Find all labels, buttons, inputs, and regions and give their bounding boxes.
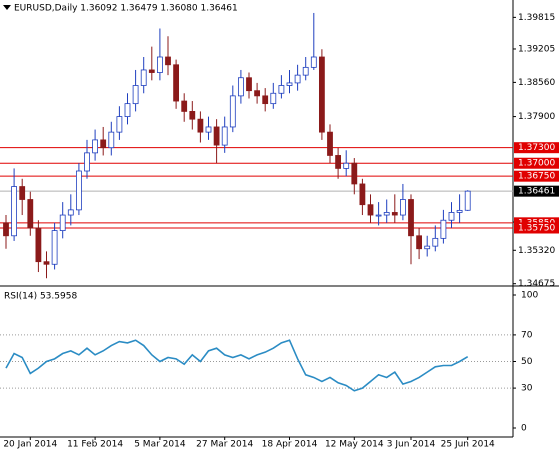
candle-body <box>408 199 414 237</box>
candle-body <box>270 92 277 105</box>
candle-body <box>351 162 358 185</box>
candle-body <box>286 82 293 86</box>
y-tick-label: 1.39205 <box>518 44 555 54</box>
level-label: 1.36750 <box>518 172 555 182</box>
candle-body <box>424 245 431 250</box>
candle-body <box>213 126 220 146</box>
y-tick-label: 100 <box>521 291 538 301</box>
candle-body <box>197 118 204 133</box>
candle-body <box>254 90 261 97</box>
candle-body <box>132 85 139 105</box>
candle-body <box>124 103 131 117</box>
candle-body <box>67 209 74 216</box>
x-tick-label: 25 Jun 2014 <box>441 440 495 450</box>
level-label-box <box>514 142 559 154</box>
y-tick-label: 1.38560 <box>518 78 555 88</box>
y-tick-label: 1.34675 <box>518 279 555 289</box>
candle-body <box>278 85 285 94</box>
level-label: 1.37300 <box>518 143 555 153</box>
y-tick-label: 1.35320 <box>518 246 555 256</box>
level-label: 1.37000 <box>518 159 555 169</box>
candle-body <box>181 100 188 112</box>
y-tick-label: 1.39815 <box>518 13 555 23</box>
candle-body <box>76 170 82 211</box>
candle-body <box>35 227 42 263</box>
candle-body <box>19 186 26 200</box>
candle-body <box>318 56 325 133</box>
candle-body <box>43 261 50 265</box>
y-tick-label: 50 <box>521 357 533 367</box>
candle-body <box>383 212 390 216</box>
candle-body <box>294 74 301 84</box>
candle-body <box>416 235 423 250</box>
candle-body <box>327 131 333 156</box>
candle-body <box>221 126 228 146</box>
candle-body <box>246 77 252 92</box>
candle-body <box>3 222 9 237</box>
candle-body <box>367 204 374 216</box>
y-tick-label: 0 <box>521 424 527 434</box>
candle-body <box>310 56 317 68</box>
x-tick-label: 27 Mar 2014 <box>196 440 253 450</box>
x-tick-label: 5 Mar 2014 <box>134 440 186 450</box>
candle-body <box>302 66 309 76</box>
candle-body <box>335 155 342 169</box>
level-label-box <box>514 157 559 169</box>
level-label: 1.35750 <box>518 224 555 234</box>
candle-body <box>140 69 147 86</box>
candle-body <box>165 56 171 66</box>
x-tick-label: 3 Jun 2014 <box>387 440 436 450</box>
x-tick-label: 11 Feb 2014 <box>67 440 123 450</box>
candle-body <box>391 212 398 216</box>
candle-body <box>456 209 463 213</box>
last-price-box <box>514 185 559 197</box>
candle-body <box>11 186 18 237</box>
candle-body <box>92 139 98 154</box>
candle-body <box>116 116 123 133</box>
x-tick-label: 20 Jan 2014 <box>3 440 57 450</box>
candle-body <box>59 214 66 231</box>
level-label-box <box>514 170 559 182</box>
x-tick-label: 18 Apr 2014 <box>262 440 318 450</box>
rsi-line <box>5 339 469 392</box>
candle-body <box>156 56 163 73</box>
candle-body <box>84 152 90 172</box>
x-tick-label: 12 May 2014 <box>325 440 384 450</box>
candle-body <box>399 199 406 216</box>
candle-body <box>432 237 439 247</box>
candle-body <box>464 190 471 211</box>
candle-body <box>189 111 196 120</box>
price-header: EURUSD,Daily 1.36092 1.36479 1.36080 1.3… <box>14 4 238 14</box>
candle-body <box>108 131 115 149</box>
candle-body <box>262 95 269 105</box>
candle-body <box>448 212 455 221</box>
y-tick-label: 30 <box>521 384 533 394</box>
last-price-label: 1.36461 <box>518 187 555 197</box>
level-label-box <box>514 222 559 234</box>
candle-body <box>440 219 447 239</box>
candle-body <box>359 183 366 206</box>
rsi-header: RSI(14) 53.5958 <box>4 292 77 302</box>
candle-body <box>173 64 180 102</box>
candle-body <box>148 69 155 73</box>
candle-body <box>343 162 350 169</box>
candle-body <box>51 230 58 265</box>
candle-body <box>237 77 244 97</box>
candle-body <box>375 214 382 217</box>
candle-body <box>229 95 236 128</box>
candle-body <box>100 139 107 149</box>
candle-body <box>205 126 212 133</box>
menu-arrow[interactable] <box>3 5 11 10</box>
candle-body <box>27 199 34 229</box>
y-tick-label: 1.37900 <box>518 112 555 122</box>
plot-background <box>0 0 513 437</box>
y-tick-label: 70 <box>521 330 533 340</box>
